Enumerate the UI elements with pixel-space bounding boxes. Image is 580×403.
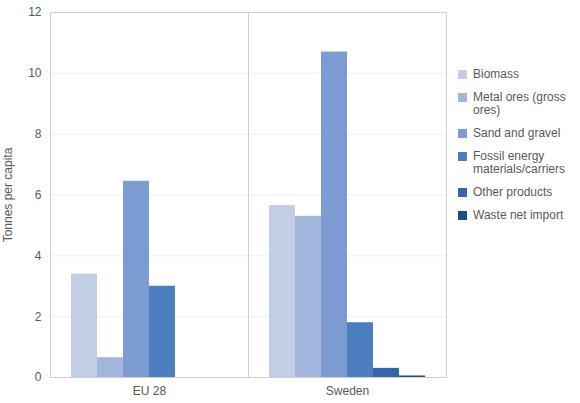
svg-text:Sweden: Sweden xyxy=(326,384,369,398)
html-text:Fossil energy materials/carrie: Fossil energy materials/carriers xyxy=(473,149,565,176)
html-text:Sand and gravel: Sand and gravel xyxy=(473,126,561,140)
html-text:Biomass: Biomass xyxy=(473,67,519,81)
svg-text:4: 4 xyxy=(35,249,42,263)
html-text:Other products: Other products xyxy=(473,185,553,199)
html-text:Waste net import: Waste net import xyxy=(473,208,564,222)
svg-text:Tonnes per capita: Tonnes per capita xyxy=(1,147,15,242)
svg-text:8: 8 xyxy=(35,127,42,141)
svg-text:6: 6 xyxy=(35,188,42,202)
svg-text:0: 0 xyxy=(35,370,42,384)
svg-text:12: 12 xyxy=(28,5,42,19)
html-text:Metal ores (gross ores): Metal ores (gross ores) xyxy=(473,90,566,117)
svg-text:EU 28: EU 28 xyxy=(133,384,167,398)
svg-text:2: 2 xyxy=(35,310,42,324)
svg-text:10: 10 xyxy=(28,66,42,80)
